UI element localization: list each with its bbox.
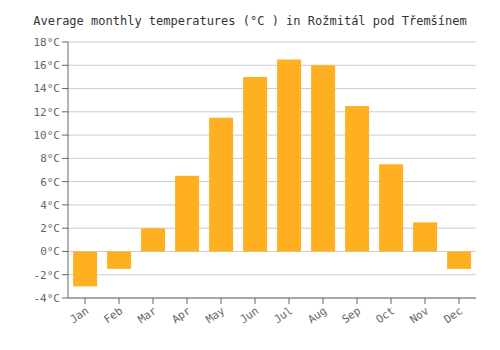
svg-text:8°C: 8°C [40, 152, 60, 165]
html-text:Average monthly temperatures (: Average monthly temperatures (°C ) in Ro… [33, 14, 467, 28]
svg-text:0°C: 0°C [40, 245, 60, 258]
svg-text:Jul: Jul [271, 304, 295, 326]
svg-text:2°C: 2°C [40, 222, 60, 235]
svg-text:Aug: Aug [305, 304, 329, 326]
svg-text:-4°C: -4°C [34, 292, 61, 305]
svg-text:16°C: 16°C [34, 59, 61, 72]
svg-text:Sep: Sep [339, 304, 363, 326]
svg-text:14°C: 14°C [34, 82, 61, 95]
svg-text:4°C: 4°C [40, 199, 60, 212]
svg-text:6°C: 6°C [40, 176, 60, 189]
svg-text:Nov: Nov [407, 304, 431, 326]
svg-text:Jun: Jun [237, 304, 261, 326]
svg-text:Oct: Oct [373, 304, 397, 326]
svg-text:May: May [203, 304, 227, 326]
svg-text:Apr: Apr [169, 304, 193, 326]
svg-text:Jan: Jan [67, 304, 91, 326]
svg-text:Feb: Feb [101, 304, 125, 326]
svg-text:-2°C: -2°C [34, 269, 61, 282]
svg-text:18°C: 18°C [34, 36, 61, 49]
svg-text:Mar: Mar [135, 304, 159, 326]
svg-text:12°C: 12°C [34, 106, 61, 119]
svg-text:10°C: 10°C [34, 129, 61, 142]
svg-text:Dec: Dec [441, 304, 465, 326]
